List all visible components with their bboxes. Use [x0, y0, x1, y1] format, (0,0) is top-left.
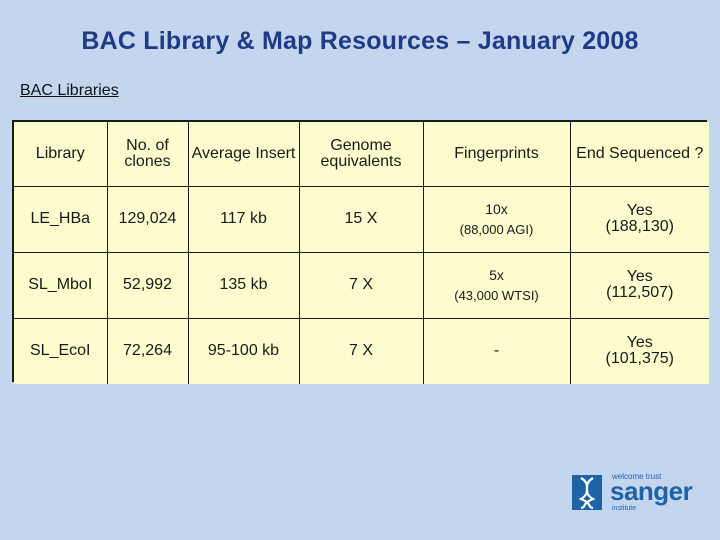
bac-libraries-table: Library No. of clones Average Insert Gen… [12, 120, 709, 384]
fingerprints-detail: (43,000 WTSI) [454, 287, 539, 303]
cell-clones: 72,264 [106, 317, 189, 384]
cell-end-sequenced: Yes (188,130) [569, 185, 709, 253]
fingerprints-value: 10x [485, 200, 508, 217]
cell-fingerprints: 10x (88,000 AGI) [422, 185, 571, 253]
dna-helix-icon [572, 475, 602, 510]
header-fingerprints: Fingerprints [422, 122, 571, 187]
cell-fingerprints: - [422, 317, 571, 384]
cell-genome: 15 X [298, 185, 424, 253]
table-row: SL_MboI 52,992 135 kb 7 X 5x (43,000 WTS… [14, 251, 709, 319]
section-heading: BAC Libraries [20, 82, 119, 99]
fingerprints-value: - [493, 342, 500, 360]
cell-clones: 52,992 [106, 251, 189, 319]
header-end-sequenced: End Sequenced ? [569, 122, 709, 187]
end-sequenced-detail: (112,507) [606, 284, 674, 301]
end-sequenced-value: Yes [626, 202, 653, 219]
cell-insert: 135 kb [187, 251, 300, 319]
end-sequenced-value: Yes [626, 268, 653, 285]
header-clones: No. of clones [106, 122, 189, 187]
cell-genome: 7 X [298, 251, 424, 319]
cell-end-sequenced: Yes (112,507) [569, 251, 709, 319]
logo-top-text: welcome trust [612, 472, 662, 481]
fingerprints-value: 5x [489, 266, 504, 283]
header-library: Library [14, 122, 108, 187]
header-genome: Genome equivalents [298, 122, 424, 187]
end-sequenced-detail: (188,130) [605, 218, 675, 235]
cell-library: LE_HBa [14, 185, 108, 253]
end-sequenced-value: Yes [626, 334, 653, 352]
cell-insert: 95-100 kb [187, 317, 300, 384]
cell-clones: 129,024 [106, 185, 189, 253]
cell-genome: 7 X [298, 317, 424, 384]
table-row: LE_HBa 129,024 117 kb 15 X 10x (88,000 A… [14, 185, 709, 253]
sanger-logo: welcome trust sanger institute [572, 469, 694, 513]
fingerprints-detail: (88,000 AGI) [459, 221, 534, 237]
cell-library: SL_MboI [14, 251, 108, 319]
cell-library: SL_EcoI [14, 317, 108, 384]
cell-insert: 117 kb [187, 185, 300, 253]
logo-main-text: sanger [610, 476, 693, 506]
end-sequenced-detail: (101,375) [605, 350, 675, 368]
header-insert: Average Insert [187, 122, 300, 187]
table-header-row: Library No. of clones Average Insert Gen… [14, 122, 709, 187]
cell-end-sequenced: Yes (101,375) [569, 317, 709, 384]
table-row: SL_EcoI 72,264 95-100 kb 7 X - Yes (101,… [14, 317, 709, 384]
page-title: BAC Library & Map Resources – January 20… [81, 27, 639, 55]
logo-bottom-text: institute [612, 505, 637, 512]
cell-fingerprints: 5x (43,000 WTSI) [422, 251, 571, 319]
